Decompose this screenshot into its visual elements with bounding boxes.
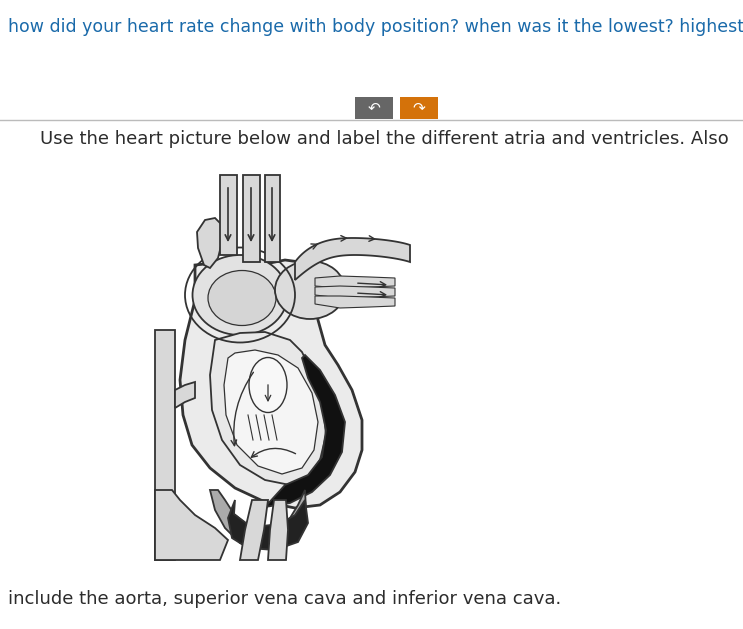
- Polygon shape: [295, 238, 410, 280]
- Polygon shape: [155, 330, 175, 560]
- FancyBboxPatch shape: [400, 97, 438, 119]
- Text: ↷: ↷: [412, 101, 426, 116]
- Polygon shape: [240, 500, 268, 560]
- Text: Use the heart picture below and label the different atria and ventricles. Also: Use the heart picture below and label th…: [40, 130, 729, 148]
- Polygon shape: [228, 500, 308, 550]
- Polygon shape: [265, 355, 345, 507]
- Ellipse shape: [208, 270, 276, 325]
- FancyBboxPatch shape: [355, 97, 393, 119]
- Polygon shape: [315, 276, 395, 288]
- Text: how did your heart rate change with body position? when was it the lowest? highe: how did your heart rate change with body…: [8, 18, 743, 36]
- Polygon shape: [220, 175, 237, 255]
- Polygon shape: [175, 382, 195, 408]
- Polygon shape: [155, 490, 228, 560]
- Polygon shape: [210, 332, 326, 485]
- Polygon shape: [197, 218, 222, 268]
- Polygon shape: [315, 296, 395, 308]
- Polygon shape: [265, 175, 280, 262]
- Polygon shape: [180, 260, 362, 508]
- Ellipse shape: [249, 357, 287, 413]
- Text: include the aorta, superior vena cava and inferior vena cava.: include the aorta, superior vena cava an…: [8, 590, 561, 608]
- Polygon shape: [210, 490, 306, 548]
- Polygon shape: [243, 175, 260, 262]
- Text: ↶: ↶: [368, 101, 380, 116]
- Polygon shape: [224, 350, 318, 474]
- Ellipse shape: [192, 255, 288, 335]
- Polygon shape: [315, 286, 395, 298]
- Polygon shape: [268, 500, 288, 560]
- Ellipse shape: [275, 261, 345, 319]
